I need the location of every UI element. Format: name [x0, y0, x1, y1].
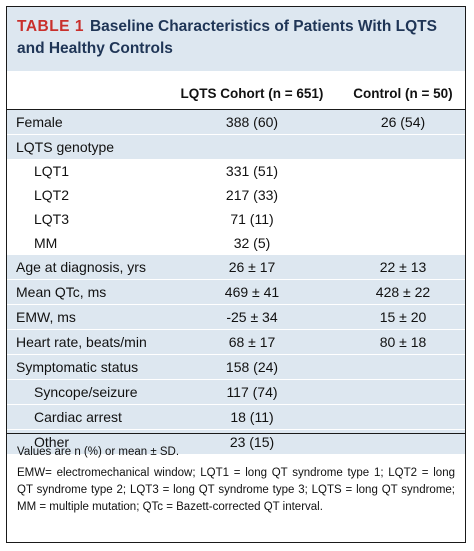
- row-label: Female: [16, 114, 63, 130]
- row-lqts-value: 23 (15): [229, 434, 275, 450]
- row-label: Syncope/seizure: [34, 384, 138, 400]
- row-label: Other: [34, 434, 70, 450]
- row-control-value: 428 ± 22: [375, 284, 431, 300]
- table-title-bar: TABLE 1 Baseline Characteristics of Patie…: [7, 7, 465, 71]
- footnote-abbreviations: EMW= electromechanical window; LQT1 = lo…: [17, 467, 455, 513]
- table-row: EMW, ms -25 ± 34 15 ± 20: [7, 304, 465, 329]
- table-row: LQTS genotype: [7, 134, 465, 159]
- footnote-values: Values are n (%) or mean ± SD.: [17, 446, 180, 458]
- table-header: LQTS Cohort (n = 651) Control (n = 50): [7, 71, 465, 110]
- row-lqts-value: 68 ± 17: [228, 334, 276, 350]
- row-label: MM: [34, 235, 58, 251]
- row-lqts-value: 217 (33): [225, 187, 279, 203]
- table-row: Mean QTc, ms 469 ± 41 428 ± 22: [7, 279, 465, 304]
- column-header-lqts: LQTS Cohort (n = 651): [180, 86, 324, 101]
- column-header-control: Control (n = 50): [353, 86, 453, 101]
- row-label: Cardiac arrest: [34, 409, 122, 425]
- row-lqts-value: -25 ± 34: [226, 309, 278, 325]
- row-lqts-value: 469 ± 41: [224, 284, 280, 300]
- table-row: Cardiac arrest 18 (11): [7, 404, 465, 429]
- table-row: MM 32 (5): [7, 231, 465, 255]
- row-label: LQTS genotype: [16, 139, 115, 155]
- table-row: Heart rate, beats/min 68 ± 17 80 ± 18: [7, 329, 465, 354]
- table-row: Symptomatic status 158 (24): [7, 354, 465, 379]
- row-lqts-value: 18 (11): [230, 409, 274, 425]
- table-title: Baseline Characteristics of Patients Wit…: [17, 18, 437, 57]
- row-label: LQT1: [34, 163, 70, 179]
- table-label: TABLE 1: [17, 18, 84, 35]
- row-label: Symptomatic status: [16, 359, 139, 375]
- row-label: Age at diagnosis, yrs: [16, 259, 146, 275]
- table-row: Age at diagnosis, yrs 26 ± 17 22 ± 13: [7, 255, 465, 279]
- row-lqts-value: 26 ± 17: [228, 259, 276, 275]
- table-row: LQT2 217 (33): [7, 183, 465, 207]
- row-control-value: 26 (54): [380, 114, 426, 130]
- row-label: EMW, ms: [16, 309, 76, 325]
- row-lqts-value: 117 (74): [226, 384, 278, 400]
- row-label: Heart rate, beats/min: [16, 334, 147, 350]
- table-row: LQT3 71 (11): [7, 207, 465, 231]
- table-row: Syncope/seizure 117 (74): [7, 379, 465, 404]
- row-lqts-value: 32 (5): [233, 235, 271, 251]
- row-lqts-value: 158 (24): [225, 359, 279, 375]
- table-footnote: Values are n (%) or mean ± SD. EMW= elec…: [7, 433, 465, 516]
- row-control-value: 15 ± 20: [379, 309, 427, 325]
- row-lqts-value: 71 (11): [230, 211, 274, 227]
- table-body: Female 388 (60) 26 (54) LQTS genotype LQ…: [7, 110, 465, 454]
- table-row: LQT1 331 (51): [7, 159, 465, 183]
- row-label: LQT3: [34, 211, 70, 227]
- row-control-value: 22 ± 13: [379, 259, 427, 275]
- row-label: Mean QTc, ms: [16, 284, 107, 300]
- table-row: Female 388 (60) 26 (54): [7, 110, 465, 134]
- row-control-value: 80 ± 18: [379, 334, 427, 350]
- row-lqts-value: 331 (51): [225, 163, 279, 179]
- table-frame: TABLE 1 Baseline Characteristics of Patie…: [6, 6, 466, 543]
- row-label: LQT2: [34, 187, 70, 203]
- row-lqts-value: 388 (60): [225, 114, 279, 130]
